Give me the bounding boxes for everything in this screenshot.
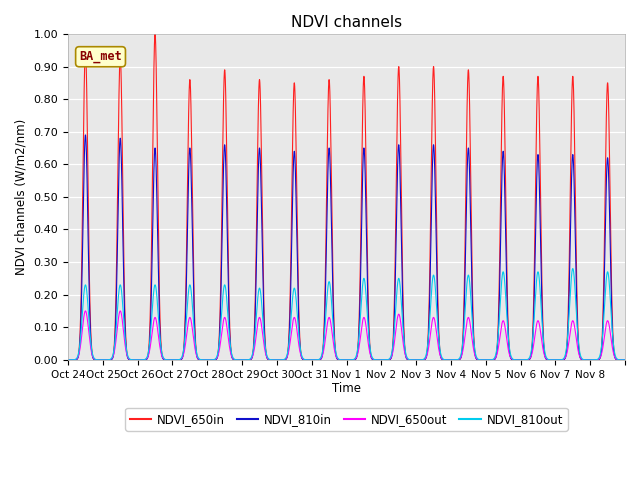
Text: BA_met: BA_met	[79, 50, 122, 63]
Legend: NDVI_650in, NDVI_810in, NDVI_650out, NDVI_810out: NDVI_650in, NDVI_810in, NDVI_650out, NDV…	[125, 408, 568, 431]
Title: NDVI channels: NDVI channels	[291, 15, 402, 30]
Y-axis label: NDVI channels (W/m2/nm): NDVI channels (W/m2/nm)	[15, 119, 28, 275]
X-axis label: Time: Time	[332, 382, 361, 396]
